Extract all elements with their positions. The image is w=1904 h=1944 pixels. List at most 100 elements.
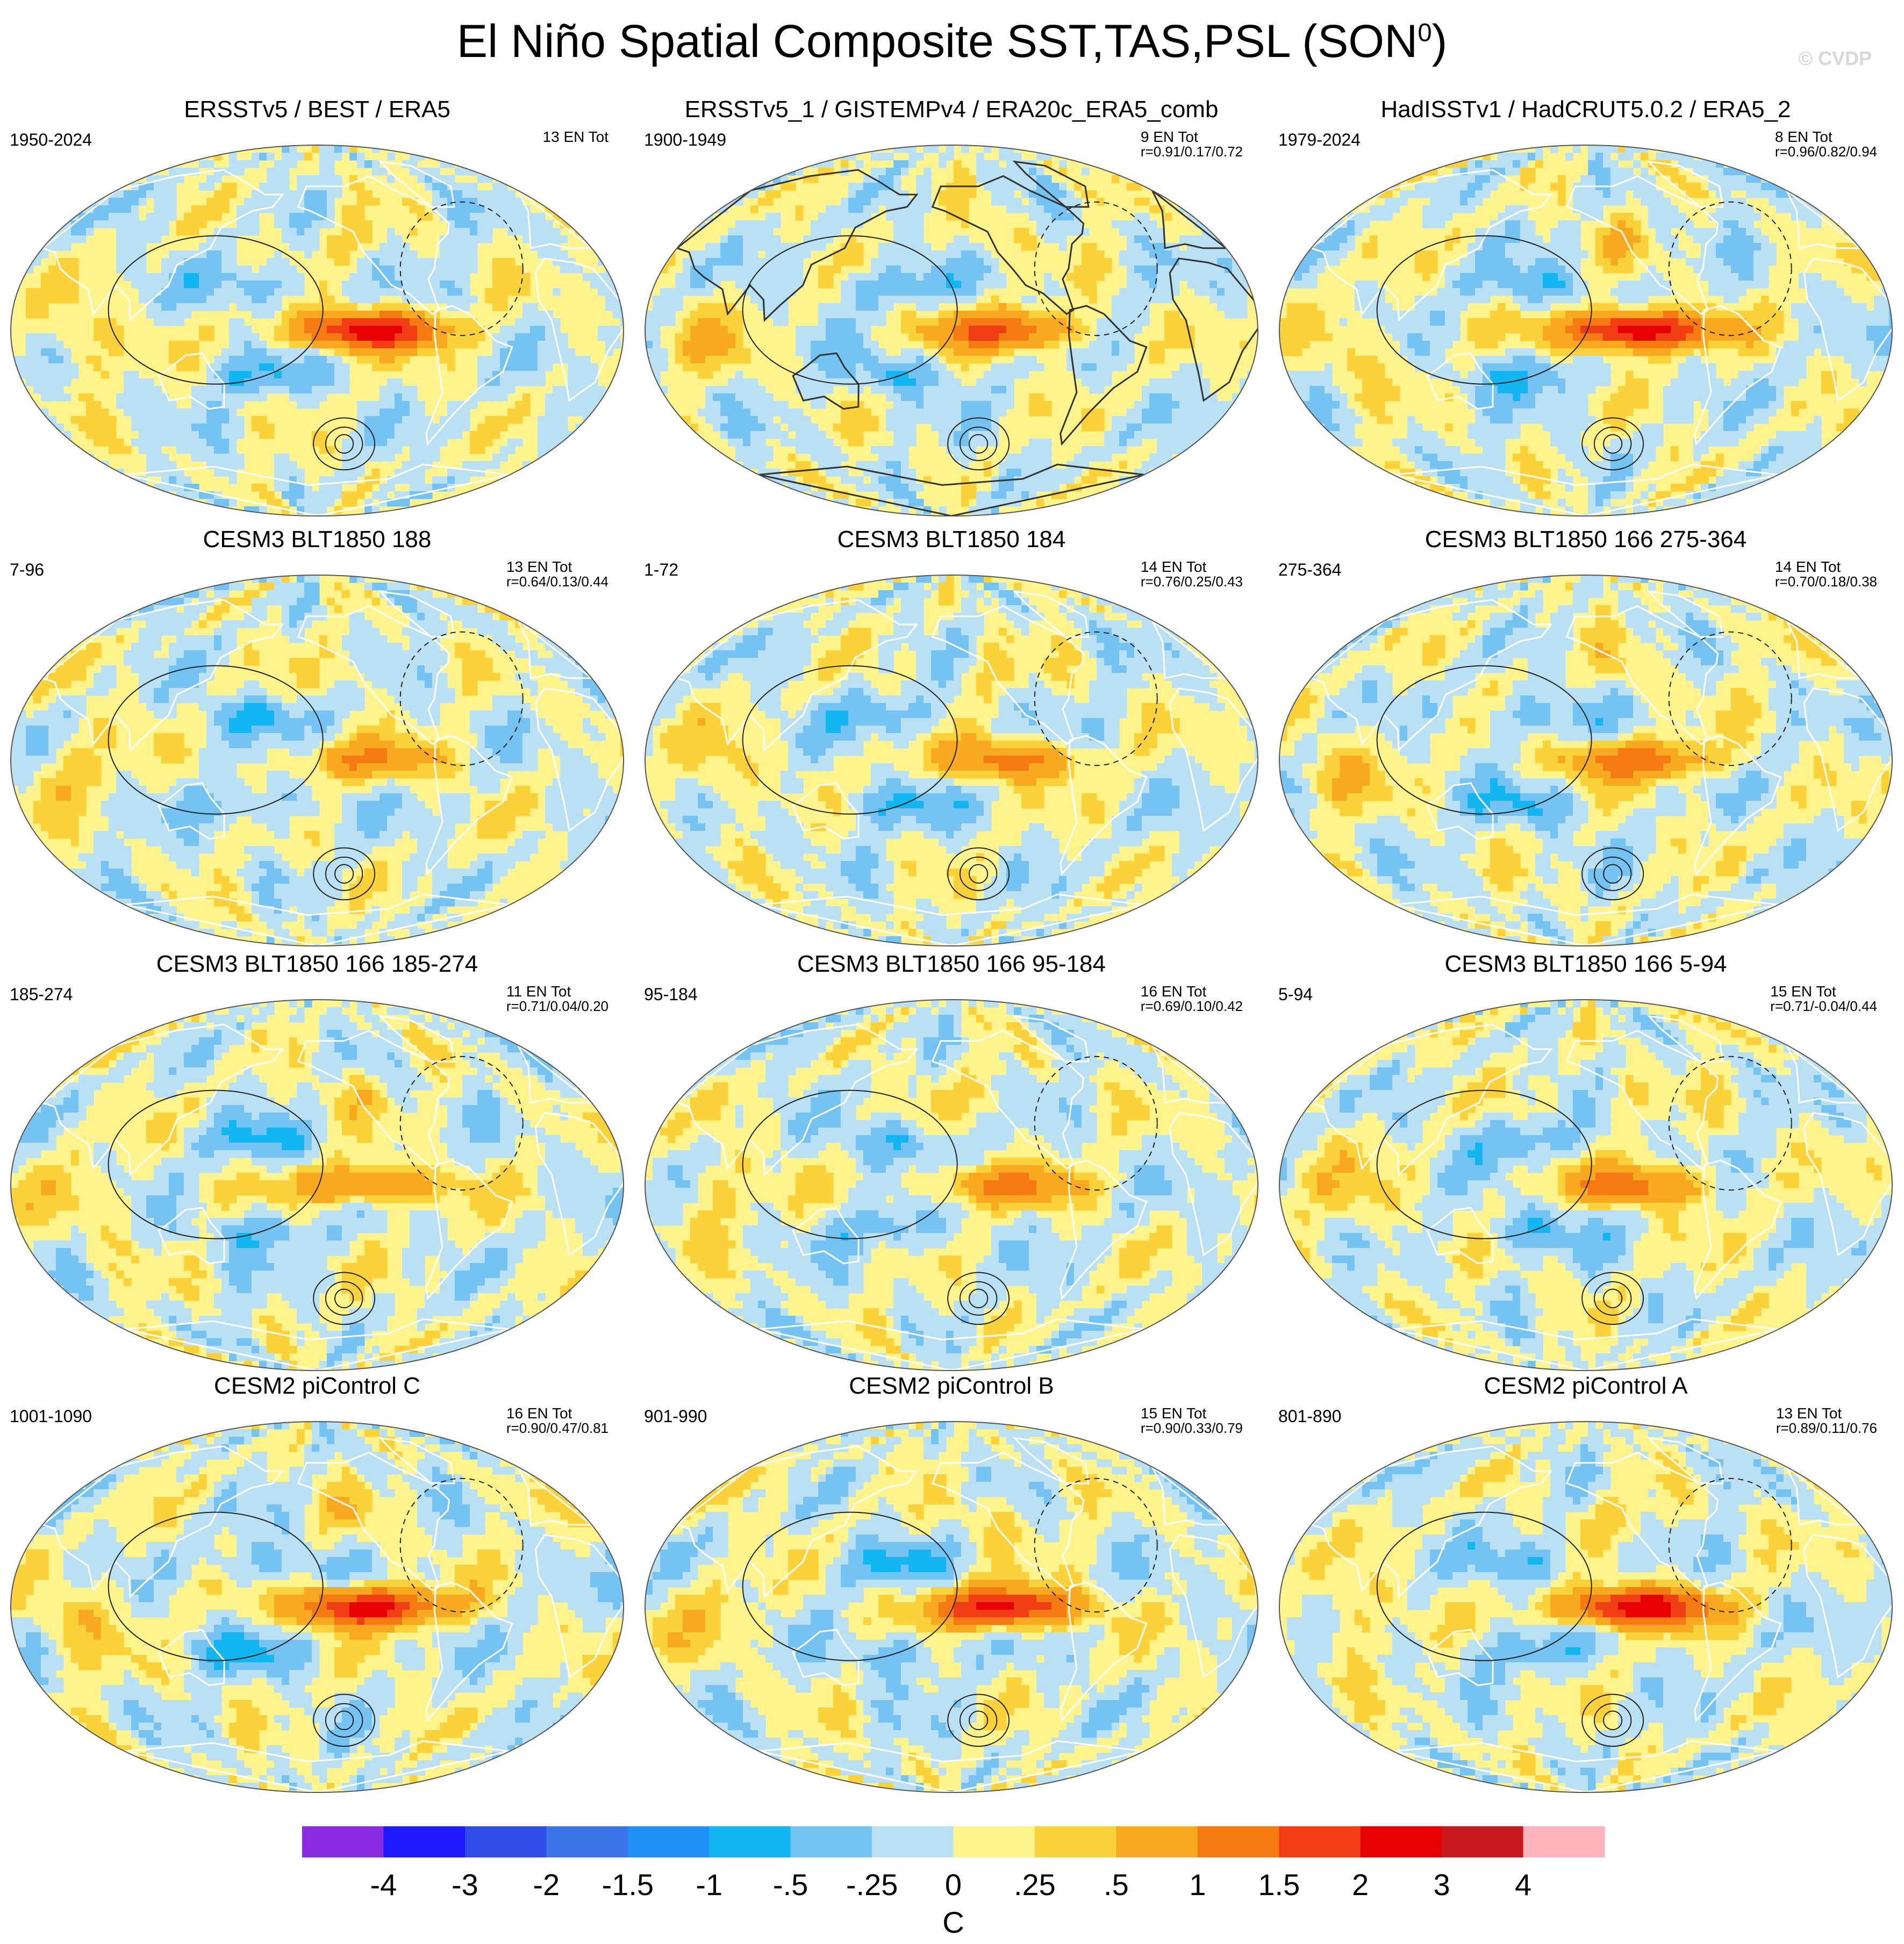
event-count: 13 EN Tot <box>1776 1405 1842 1422</box>
coastline <box>1151 1466 1228 1526</box>
coastline <box>41 599 284 752</box>
panel-years: 1900-1949 <box>644 130 726 150</box>
coastline <box>1647 160 1724 208</box>
panel-years: 1979-2024 <box>1278 130 1361 150</box>
pattern-correlation: r=0.70/0.18/0.38 <box>1775 575 1877 590</box>
globe-outline <box>10 999 624 1371</box>
map-globe <box>645 999 1258 1371</box>
coastline <box>124 1740 510 1792</box>
coastline <box>1012 160 1090 208</box>
globe-outline <box>1279 145 1893 517</box>
psl-contour <box>334 1288 354 1309</box>
coastline <box>378 590 455 638</box>
psl-contour <box>1376 235 1592 385</box>
pattern-correlation: r=0.90/0.47/0.81 <box>506 1421 609 1436</box>
psl-contour <box>399 631 524 766</box>
colorbar-swatch <box>1034 1826 1116 1857</box>
globe-outline <box>645 145 1258 517</box>
psl-contour <box>1603 434 1623 454</box>
panel-years: 1-72 <box>644 560 678 580</box>
globe-outline <box>645 999 1258 1371</box>
anomaly-field <box>1279 1000 1892 1371</box>
map-panel: CESM3 BLT1850 166 275-364 275-364 14 EN To… <box>1269 526 1903 951</box>
panel-years: 5-94 <box>1278 985 1313 1005</box>
coastline <box>1012 1437 1090 1484</box>
coastline <box>1786 190 1863 249</box>
panel-stats: 16 EN Tot r=0.90/0.47/0.81 <box>506 1405 609 1436</box>
coastline <box>675 169 919 322</box>
colorbar-swatch <box>790 1826 872 1857</box>
coastline <box>1012 1015 1090 1063</box>
map-panel: CESM2 piControl A 801-890 13 EN Tot r=0.89/… <box>1269 1373 1903 1798</box>
coastline <box>1309 599 1553 752</box>
map-panel: CESM3 BLT1850 166 185-274 185-274 11 EN To… <box>0 951 634 1376</box>
psl-contour <box>1668 201 1792 336</box>
psl-contour <box>947 1694 1010 1747</box>
coastline <box>675 1445 919 1599</box>
psl-contour <box>325 856 363 891</box>
coastline <box>378 1437 455 1484</box>
coastline <box>425 735 513 876</box>
coastline <box>1151 620 1228 679</box>
coastline <box>124 463 510 516</box>
panel-years: 1950-2024 <box>10 130 92 150</box>
coastline <box>425 1159 513 1301</box>
coastline <box>1060 735 1148 876</box>
colorbar-tick-label: -1 <box>696 1868 722 1902</box>
colorbar-swatch <box>464 1826 547 1857</box>
coastline <box>1169 1534 1258 1678</box>
coastline <box>758 893 1144 946</box>
colorbar-swatch <box>1116 1826 1198 1857</box>
psl-contour <box>742 1511 958 1661</box>
psl-contour <box>1581 1272 1644 1325</box>
colorbar-tick-label: 1 <box>1189 1868 1206 1902</box>
psl-contour <box>313 847 376 901</box>
map-panel: CESM3 BLT1850 166 95-184 95-184 16 EN Tot r… <box>634 951 1269 1376</box>
psl-contour <box>108 665 324 815</box>
psl-contour <box>108 1511 324 1661</box>
colorbar-unit-label: C <box>942 1905 964 1939</box>
pattern-correlation: r=0.71/0.04/0.20 <box>506 999 609 1014</box>
coastline <box>1694 1159 1782 1301</box>
psl-contour <box>1593 1281 1632 1316</box>
panel-stats: 14 EN Tot r=0.76/0.25/0.43 <box>1141 559 1243 590</box>
panel-stats: 16 EN Tot r=0.69/0.10/0.42 <box>1141 984 1243 1014</box>
map-globe <box>645 575 1258 946</box>
panel-title: CESM3 BLT1850 166 185-274 <box>0 951 634 977</box>
panel-years: 901-990 <box>644 1407 707 1426</box>
coastline <box>1060 305 1148 446</box>
anomaly-field <box>645 145 1258 516</box>
globe-outline <box>10 145 624 517</box>
coastline <box>1786 1044 1863 1104</box>
psl-contour <box>313 1272 376 1325</box>
map-panel: CESM3 BLT1850 184 1-72 14 EN Tot r=0.76/0.2… <box>634 526 1269 951</box>
colorbar-swatch <box>627 1826 710 1857</box>
colorbar-tick-label: -3 <box>452 1868 478 1902</box>
pattern-correlation: r=0.91/0.17/0.72 <box>1141 145 1243 160</box>
psl-contour <box>1581 847 1644 901</box>
cvdp-watermark: © CVDP <box>1798 47 1872 70</box>
psl-contour <box>399 1056 524 1191</box>
coastline <box>534 1112 624 1257</box>
event-count: 15 EN Tot <box>1770 983 1836 1000</box>
psl-contour <box>1603 1710 1623 1731</box>
psl-contour <box>1376 1511 1592 1661</box>
event-count: 16 EN Tot <box>506 1405 572 1422</box>
coastline <box>1012 590 1090 638</box>
colorbar-tick-label: 2 <box>1352 1868 1369 1902</box>
psl-contour <box>334 864 354 884</box>
psl-contour <box>742 1089 958 1239</box>
colorbar-swatch <box>302 1826 384 1857</box>
psl-contour <box>1668 1477 1792 1613</box>
panel-stats: 15 EN Tot r=0.71/-0.04/0.44 <box>1770 984 1877 1014</box>
coastline <box>1786 1466 1863 1526</box>
coastline <box>1647 1437 1724 1484</box>
map-globe <box>10 575 624 946</box>
psl-contour <box>959 426 998 461</box>
pattern-correlation: r=0.64/0.13/0.44 <box>506 575 609 590</box>
psl-contour <box>334 434 354 454</box>
psl-contour <box>969 1710 989 1731</box>
colorbar-swatch <box>383 1826 466 1857</box>
anomaly-field <box>1279 145 1892 516</box>
event-count: 8 EN Tot <box>1775 128 1833 145</box>
